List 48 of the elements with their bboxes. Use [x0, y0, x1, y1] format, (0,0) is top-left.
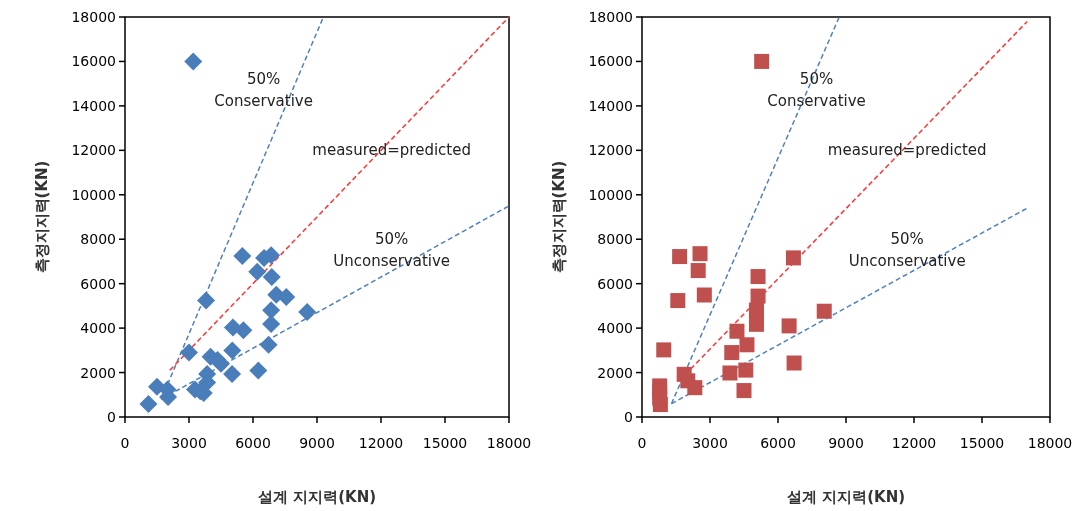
annotation: Unconservative	[848, 251, 966, 270]
y-tick-label: 2000	[80, 364, 116, 381]
x-tick-label: 12000	[891, 435, 937, 451]
y-tick-label: 6000	[80, 275, 116, 292]
y-axis-title: 측정지지력(KN)	[550, 160, 568, 274]
x-tick-label: 9000	[828, 435, 864, 451]
annotation: Conservative	[767, 91, 866, 110]
annotation: Conservative	[214, 91, 313, 110]
y-tick-label: 14000	[588, 97, 633, 114]
annotation: 50%	[246, 69, 281, 88]
annotation: 50%	[799, 69, 834, 88]
y-tick-label: 16000	[71, 53, 116, 70]
x-tick-label: 3000	[692, 435, 728, 451]
y-tick-label: 14000	[71, 97, 116, 114]
y-tick-label: 8000	[597, 231, 633, 248]
x-axis-title: 설계 지지력(KN)	[257, 488, 377, 506]
y-tick-label: 10000	[588, 186, 633, 203]
x-tick-label: 0	[637, 435, 647, 451]
x-tick-label: 6000	[235, 435, 271, 451]
y-tick-label: 16000	[588, 53, 633, 70]
x-tick-label: 18000	[486, 435, 532, 451]
x-axis-title: 설계 지지력(KN)	[786, 488, 906, 506]
y-tick-label: 18000	[588, 9, 633, 25]
y-tick-label: 0	[624, 409, 633, 425]
annotation: Unconservative	[333, 251, 451, 270]
x-tick-label: 6000	[760, 435, 796, 451]
x-tick-label: 3000	[171, 435, 207, 451]
x-tick-label: 12000	[358, 435, 404, 451]
annotation: measured=predicted	[827, 140, 987, 159]
annotation: 50%	[374, 229, 409, 248]
x-tick-label: 18000	[1027, 435, 1073, 451]
y-tick-label: 0	[107, 409, 116, 425]
y-axis-title: 측정지지력(KN)	[33, 160, 51, 274]
annotation: 50%	[890, 229, 924, 248]
y-tick-label: 2000	[597, 364, 633, 381]
x-tick-label: 9000	[299, 435, 335, 451]
y-tick-label: 18000	[71, 9, 116, 25]
y-tick-label: 4000	[597, 320, 633, 337]
y-tick-label: 12000	[71, 142, 116, 159]
x-tick-label: 15000	[422, 435, 468, 451]
y-tick-label: 4000	[80, 320, 116, 337]
annotation: measured=predicted	[312, 140, 471, 159]
x-tick-label: 15000	[959, 435, 1005, 451]
y-tick-label: 12000	[588, 142, 633, 159]
x-tick-label: 0	[120, 435, 130, 451]
y-tick-label: 10000	[71, 186, 116, 203]
y-tick-label: 6000	[597, 275, 633, 292]
y-tick-label: 8000	[80, 231, 116, 248]
